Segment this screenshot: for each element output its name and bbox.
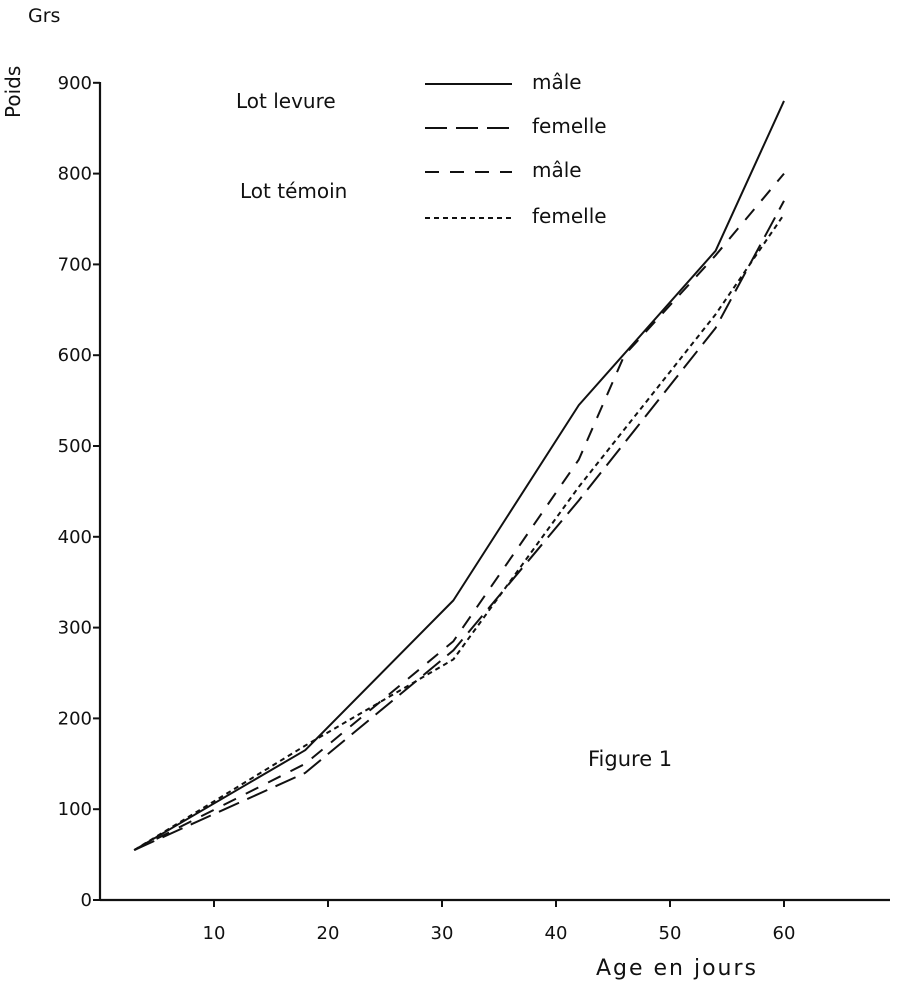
y-tick-label: 300 (58, 618, 92, 639)
x-tick-label: 20 (317, 923, 340, 944)
y-tick-label: 700 (58, 254, 92, 275)
y-tick-label: 900 (58, 73, 92, 94)
y-tick-label: 600 (58, 345, 92, 366)
x-tick-label: 30 (431, 923, 454, 944)
legend-entry-2: femelle (532, 114, 607, 138)
series-lines (133, 100, 785, 851)
x-axis-label: Age en jours (596, 956, 758, 981)
y-tick-label: 100 (58, 799, 92, 820)
legend-entry-4: femelle (532, 204, 607, 228)
series-line-1 (133, 100, 785, 851)
x-tick-label: 40 (545, 923, 568, 944)
x-tick-label: 60 (773, 923, 796, 944)
figure-title: Figure 1 (588, 747, 672, 771)
legend-entry-3: mâle (532, 158, 582, 182)
legend-entry-1: mâle (532, 70, 582, 94)
y-tick-label: 400 (58, 527, 92, 548)
y-axis-label: Poids (1, 66, 25, 118)
series-line-4 (133, 213, 785, 851)
y-tick-label: 200 (58, 708, 92, 729)
x-tick-label: 10 (203, 923, 226, 944)
legend-group-label: Lot témoin (240, 179, 347, 203)
legend-group-label: Lot levure (236, 89, 336, 113)
axes (98, 82, 890, 902)
y-axis-unit: Grs (28, 5, 60, 27)
ticks: 0 100 200 300 400 500 600 700 800 900 10 20 30 40 50 60 (58, 73, 796, 944)
series-line-2 (133, 200, 785, 851)
series-line-3 (133, 172, 785, 851)
y-tick-label: 0 (81, 890, 92, 911)
y-tick-label: 500 (58, 436, 92, 457)
y-tick-label: 800 (58, 164, 92, 185)
legend: Lot levure Lot témoin mâle femelle mâle femel… (236, 70, 607, 228)
x-tick-label: 50 (659, 923, 682, 944)
